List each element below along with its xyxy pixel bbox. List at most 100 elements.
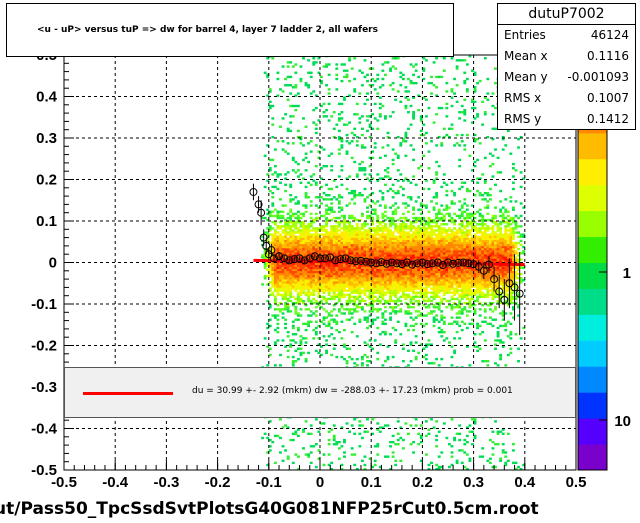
histogram-cell bbox=[399, 75, 403, 79]
histogram-cell bbox=[266, 252, 270, 255]
histogram-cell bbox=[391, 204, 395, 207]
histogram-cell bbox=[373, 283, 377, 286]
histogram-cell bbox=[419, 235, 423, 238]
histogram-cell bbox=[358, 254, 362, 257]
histogram-cell bbox=[481, 237, 485, 240]
histogram-cell bbox=[384, 115, 387, 118]
histogram-cell bbox=[391, 355, 395, 359]
histogram-cell bbox=[442, 293, 446, 296]
histogram-cell bbox=[294, 312, 298, 315]
histogram-cell bbox=[355, 306, 359, 309]
histogram-cell bbox=[407, 272, 410, 276]
histogram-cell bbox=[371, 150, 375, 153]
histogram-cell bbox=[291, 256, 295, 259]
histogram-cell bbox=[468, 216, 472, 220]
histogram-cell bbox=[432, 316, 436, 319]
histogram-cell bbox=[299, 314, 303, 317]
histogram-cell bbox=[481, 243, 485, 247]
histogram-cell bbox=[396, 297, 400, 301]
histogram-cell bbox=[404, 252, 408, 255]
histogram-cell bbox=[458, 283, 462, 286]
histogram-cell bbox=[353, 310, 357, 313]
histogram-cell bbox=[276, 256, 280, 259]
histogram-cell bbox=[294, 250, 298, 253]
histogram-cell bbox=[330, 279, 334, 282]
histogram-cell bbox=[488, 241, 492, 245]
histogram-cell bbox=[422, 223, 426, 226]
histogram-cell bbox=[471, 260, 474, 263]
histogram-cell bbox=[488, 245, 492, 249]
histogram-cell bbox=[286, 142, 290, 145]
histogram-cell bbox=[409, 274, 413, 278]
histogram-cell bbox=[317, 247, 321, 251]
histogram-cell bbox=[389, 115, 392, 118]
histogram-cell bbox=[488, 254, 492, 257]
histogram-cell bbox=[266, 212, 270, 216]
histogram-cell bbox=[465, 223, 469, 226]
histogram-cell bbox=[304, 247, 308, 251]
histogram-cell bbox=[391, 252, 395, 255]
histogram-cell bbox=[473, 312, 477, 315]
histogram-cell bbox=[322, 274, 326, 278]
histogram-cell bbox=[486, 229, 490, 232]
histogram-cell bbox=[371, 465, 375, 469]
histogram-cell bbox=[279, 237, 282, 240]
histogram-cell bbox=[389, 235, 392, 238]
histogram-cell bbox=[296, 256, 300, 259]
histogram-cell bbox=[427, 432, 431, 436]
histogram-cell bbox=[289, 279, 293, 282]
histogram-cell bbox=[337, 252, 341, 255]
histogram-cell bbox=[353, 277, 357, 280]
histogram-cell bbox=[268, 254, 272, 257]
histogram-cell bbox=[325, 237, 328, 240]
histogram-cell bbox=[409, 279, 413, 282]
histogram-cell bbox=[440, 216, 444, 220]
histogram-cell bbox=[468, 291, 472, 294]
histogram-cell bbox=[460, 206, 464, 209]
histogram-cell bbox=[404, 241, 408, 245]
histogram-cell bbox=[355, 237, 359, 240]
histogram-cell bbox=[414, 341, 418, 344]
histogram-cell bbox=[486, 289, 490, 292]
histogram-cell bbox=[419, 289, 423, 292]
histogram-cell bbox=[322, 289, 326, 292]
histogram-cell bbox=[317, 206, 321, 209]
histogram-cell bbox=[371, 233, 375, 236]
histogram-cell bbox=[476, 299, 480, 303]
histogram-cell bbox=[412, 256, 416, 259]
histogram-cell bbox=[465, 301, 469, 305]
histogram-cell bbox=[401, 256, 405, 259]
histogram-cell bbox=[471, 277, 474, 280]
histogram-cell bbox=[419, 277, 423, 280]
histogram-cell bbox=[281, 235, 285, 238]
histogram-cell bbox=[286, 225, 290, 228]
histogram-cell bbox=[465, 214, 469, 218]
histogram-cell bbox=[488, 239, 492, 243]
histogram-cell bbox=[455, 461, 459, 465]
histogram-cell bbox=[266, 436, 270, 440]
histogram-cell bbox=[483, 247, 487, 251]
histogram-cell bbox=[348, 245, 352, 249]
histogram-cell bbox=[366, 119, 369, 122]
histogram-cell bbox=[419, 291, 423, 294]
histogram-cell bbox=[314, 330, 318, 334]
histogram-cell bbox=[435, 291, 439, 294]
histogram-cell bbox=[279, 274, 282, 278]
histogram-cell bbox=[381, 293, 385, 296]
histogram-cell bbox=[458, 277, 462, 280]
histogram-cell bbox=[327, 320, 331, 323]
histogram-cell bbox=[355, 231, 359, 234]
histogram-cell bbox=[409, 295, 413, 299]
histogram-cell bbox=[355, 262, 359, 265]
histogram-cell bbox=[445, 285, 449, 288]
histogram-cell bbox=[486, 293, 490, 296]
histogram-cell bbox=[281, 262, 285, 265]
histogram-cell bbox=[307, 229, 311, 232]
histogram-cell bbox=[468, 283, 472, 286]
histogram-cell bbox=[437, 287, 441, 290]
histogram-cell bbox=[332, 225, 336, 228]
histogram-cell bbox=[442, 316, 446, 319]
histogram-cell bbox=[360, 459, 364, 462]
histogram-cell bbox=[368, 314, 372, 317]
histogram-cell bbox=[373, 233, 377, 236]
